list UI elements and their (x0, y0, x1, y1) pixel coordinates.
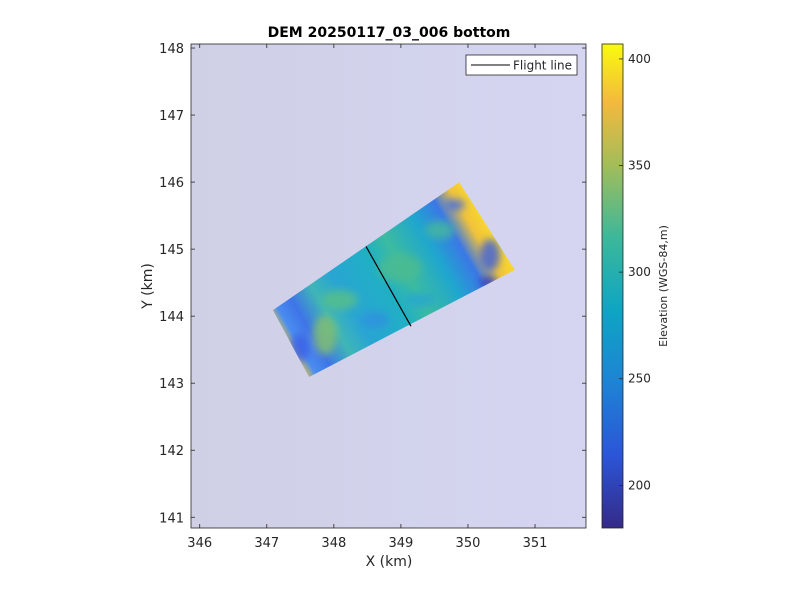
x-tick-label: 351 (523, 536, 548, 551)
x-axis-label: X (km) (366, 554, 413, 570)
y-tick-label: 143 (159, 377, 184, 392)
dem-elevation-feature (378, 254, 422, 282)
y-tick-label: 142 (159, 444, 184, 459)
dem-elevation-feature (404, 293, 436, 307)
x-tick-label: 346 (187, 536, 212, 551)
chart-title: DEM 20250117_03_006 bottom (268, 25, 511, 41)
colorbar-tick-label: 200 (628, 478, 651, 492)
colorbar (601, 43, 624, 529)
dem-elevation-feature (313, 315, 337, 355)
legend[interactable]: Flight line (465, 54, 578, 76)
colorbar-label: Elevation (WGS-84,m) (657, 225, 670, 347)
dem-elevation-feature (425, 221, 455, 239)
dem-elevation-feature (480, 239, 500, 271)
colorbar-tick-label: 400 (628, 52, 651, 66)
axes-box (190, 43, 587, 529)
x-tick-label: 347 (254, 536, 279, 551)
x-tick-label: 348 (321, 536, 346, 551)
y-tick-label: 144 (159, 310, 184, 325)
dem-elevation-feature (361, 312, 389, 328)
colorbar-tick-label: 350 (628, 159, 651, 173)
flight-line (365, 246, 412, 327)
y-tick-label: 148 (159, 42, 184, 57)
x-tick-label: 350 (456, 536, 481, 551)
dem-elevation-feature (322, 290, 358, 310)
x-tick-label: 349 (388, 536, 413, 551)
dem-image (272, 182, 515, 378)
colorbar-tick-label: 250 (628, 372, 651, 386)
dem-elevation-feature (445, 199, 465, 211)
y-axis-label: Y (km) (140, 263, 156, 310)
colorbar-tick-label: 300 (628, 265, 651, 279)
y-tick-label: 141 (159, 511, 184, 526)
y-tick-label: 147 (159, 109, 184, 124)
legend-label-flight-line: Flight line (513, 59, 572, 73)
y-tick-label: 146 (159, 176, 184, 191)
y-tick-label: 145 (159, 243, 184, 258)
